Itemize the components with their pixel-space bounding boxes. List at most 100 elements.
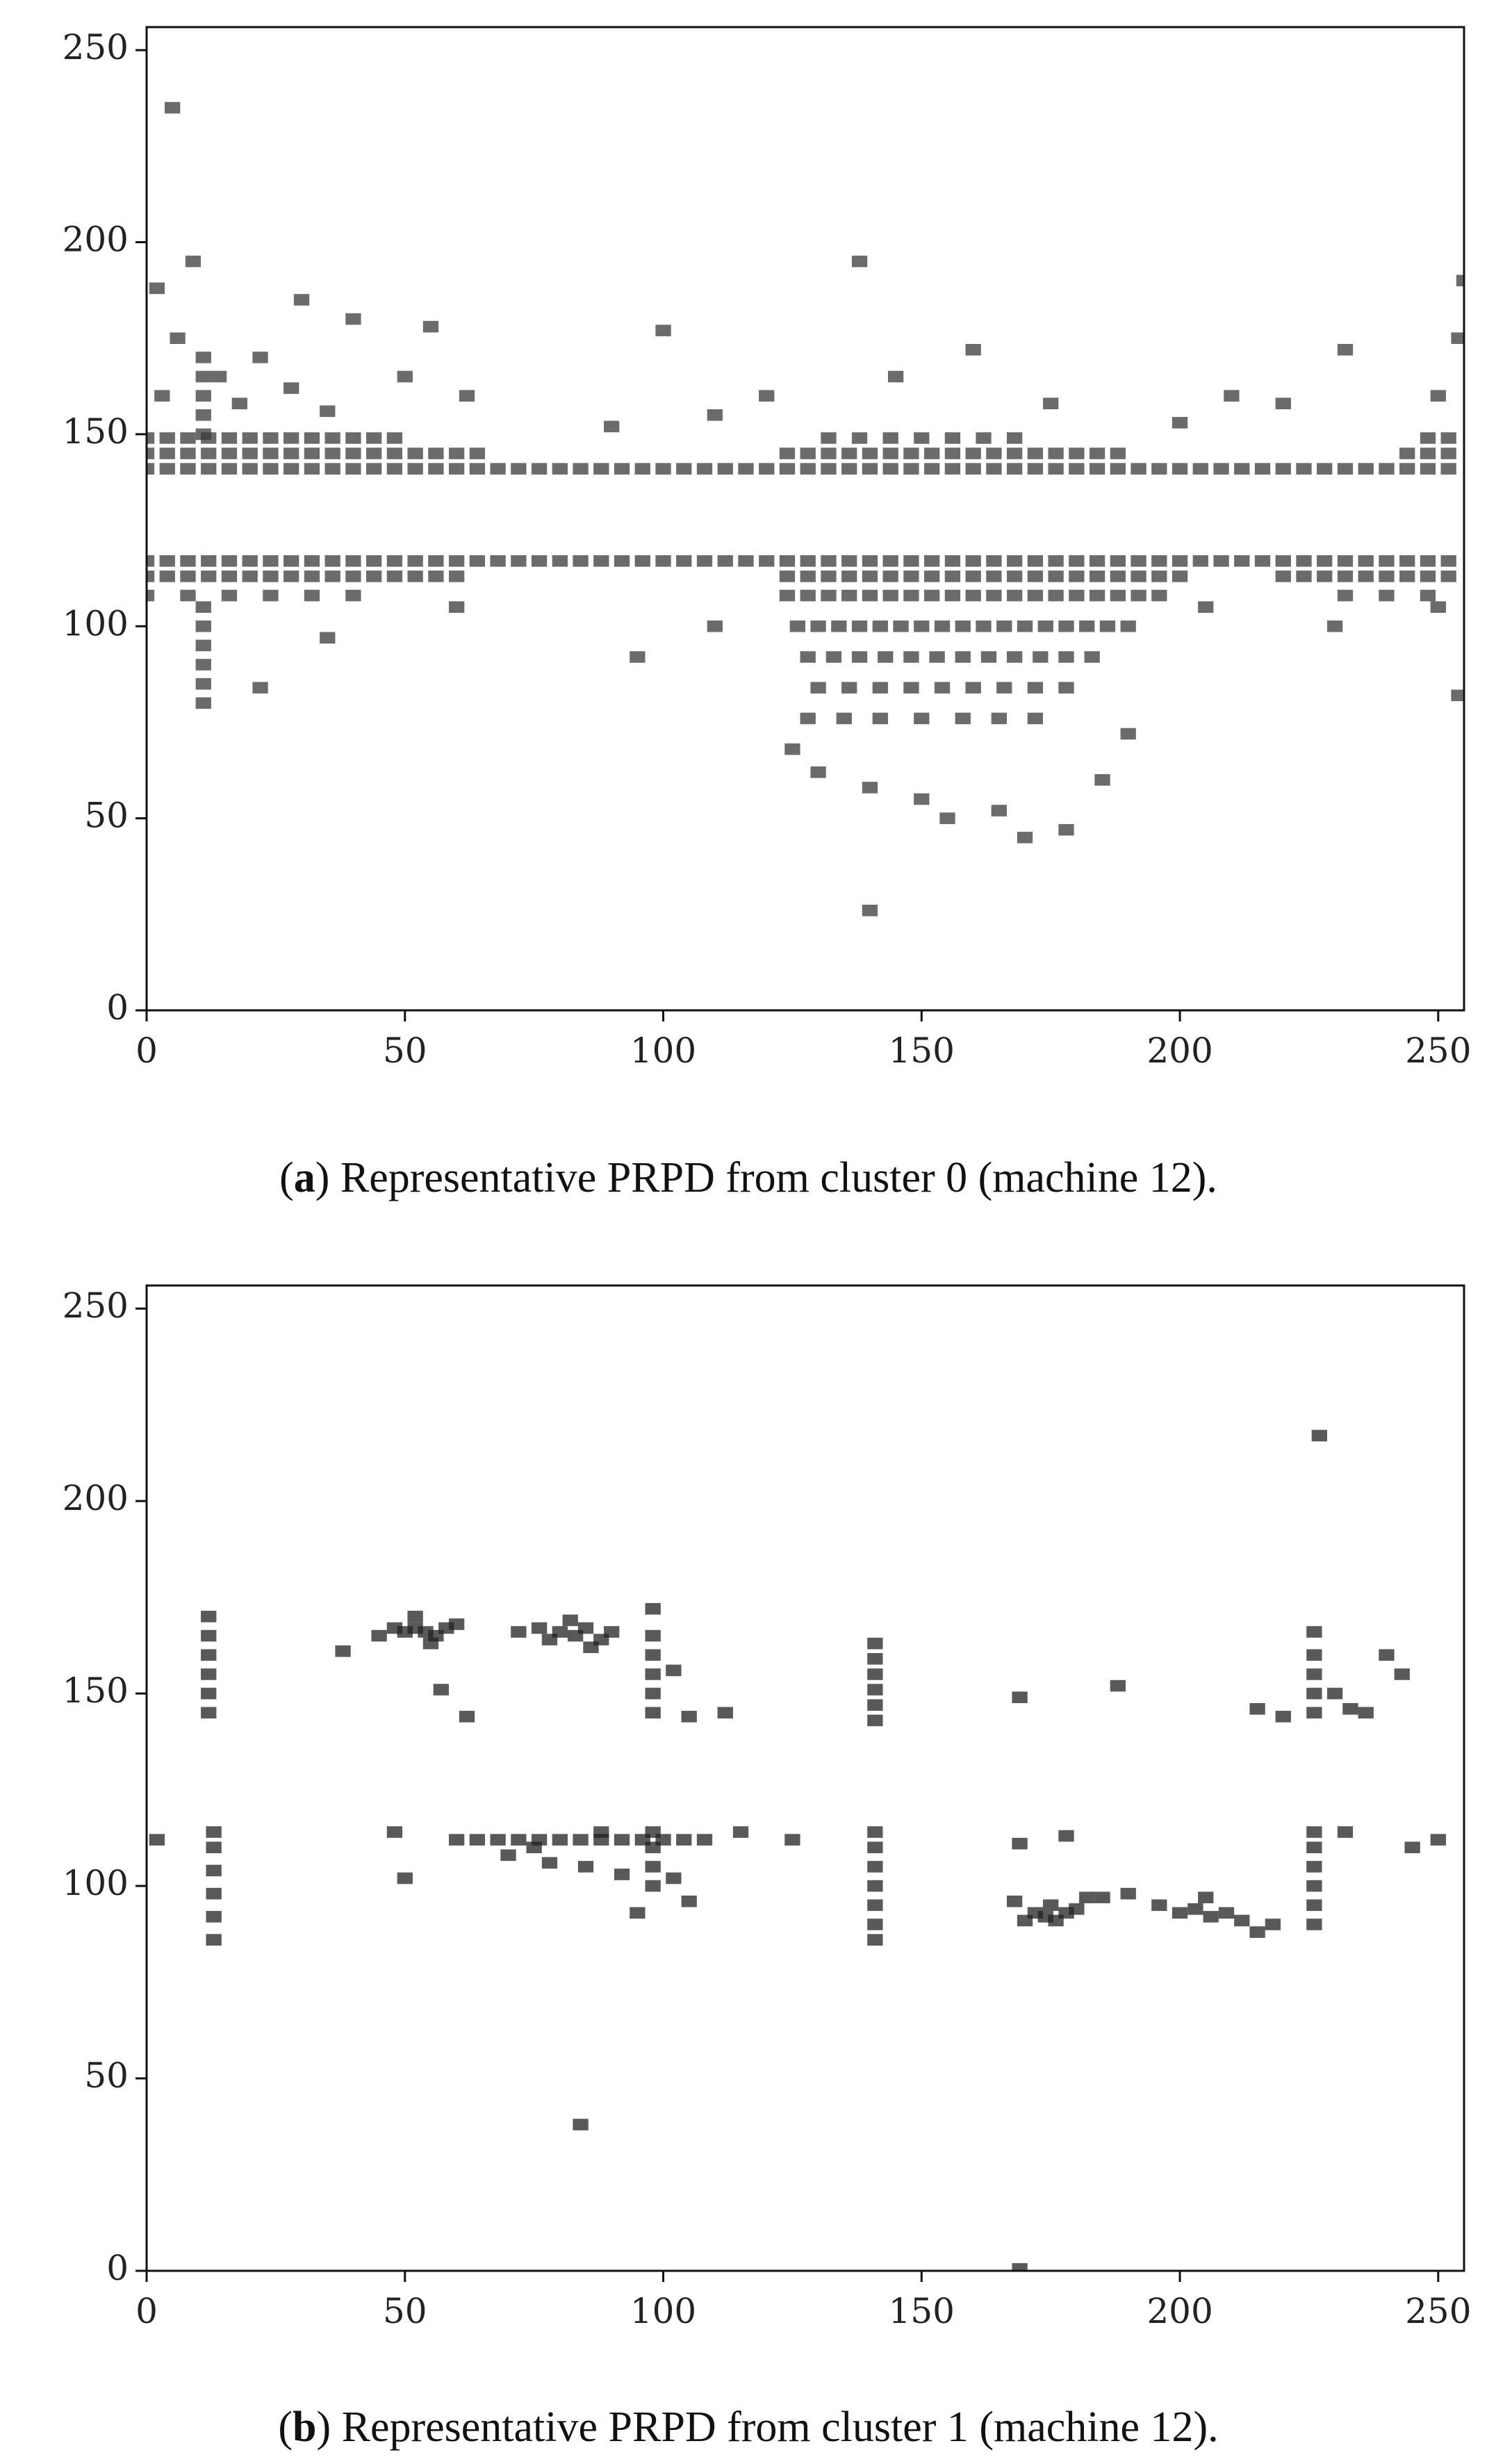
- point: [180, 447, 196, 459]
- point: [283, 382, 299, 394]
- point: [924, 463, 940, 475]
- point: [577, 1622, 594, 1634]
- point: [201, 555, 217, 567]
- point: [841, 463, 857, 475]
- point: [955, 651, 971, 663]
- point: [304, 555, 320, 567]
- point: [1456, 274, 1464, 287]
- point: [541, 1634, 558, 1645]
- caption-part: a: [294, 1154, 315, 1201]
- point: [577, 1861, 594, 1873]
- point: [924, 589, 940, 602]
- point: [593, 555, 609, 567]
- point: [469, 447, 486, 459]
- point: [531, 555, 548, 567]
- point: [304, 463, 320, 475]
- point: [1079, 620, 1095, 632]
- point: [821, 555, 837, 567]
- point: [195, 370, 211, 383]
- point: [779, 570, 796, 582]
- caption: (b) Representative PRPD from cluster 1 (…: [278, 2404, 1218, 2451]
- point: [386, 555, 403, 567]
- point: [573, 555, 589, 567]
- point: [1151, 589, 1167, 602]
- point: [366, 555, 382, 567]
- point: [283, 463, 299, 475]
- point: [500, 1849, 516, 1862]
- point: [893, 620, 909, 632]
- point: [914, 620, 930, 632]
- point: [1337, 1826, 1354, 1838]
- point: [821, 432, 837, 444]
- point: [831, 620, 847, 632]
- point: [1342, 1702, 1358, 1715]
- point: [242, 570, 258, 582]
- point: [552, 463, 568, 475]
- point: [1079, 1891, 1095, 1904]
- point: [386, 463, 403, 475]
- x-tick-label: 100: [630, 1030, 696, 1071]
- point: [1296, 555, 1312, 567]
- point: [1379, 1649, 1395, 1661]
- point: [1006, 1895, 1023, 1907]
- point: [1172, 1907, 1188, 1919]
- point: [1275, 570, 1291, 582]
- point: [1440, 463, 1456, 475]
- point: [1110, 555, 1126, 567]
- point: [965, 570, 981, 582]
- point: [1440, 555, 1456, 567]
- point: [206, 1934, 222, 1946]
- point: [201, 1668, 217, 1680]
- point: [986, 589, 1002, 602]
- point: [965, 555, 981, 567]
- point: [1430, 1834, 1446, 1846]
- point: [1254, 463, 1271, 475]
- point: [1379, 463, 1395, 475]
- point: [634, 1834, 650, 1846]
- point: [882, 570, 898, 582]
- point: [371, 1629, 387, 1642]
- point: [1151, 463, 1167, 475]
- point: [1006, 570, 1023, 582]
- point: [991, 805, 1007, 816]
- point: [1058, 620, 1074, 632]
- point: [1358, 555, 1374, 567]
- point: [903, 570, 919, 582]
- point: [696, 463, 713, 475]
- point: [263, 463, 279, 475]
- point: [201, 1629, 217, 1642]
- point: [867, 1652, 883, 1665]
- point: [206, 1887, 222, 1900]
- point: [810, 766, 826, 778]
- point: [1306, 1707, 1322, 1719]
- point: [320, 632, 336, 644]
- point: [1027, 682, 1044, 693]
- point: [1337, 463, 1354, 475]
- point: [147, 447, 155, 459]
- point: [944, 555, 961, 567]
- point: [955, 620, 971, 632]
- x-tick-label: 50: [383, 2291, 427, 2331]
- y-tick-label: 200: [63, 220, 129, 260]
- point: [1420, 570, 1436, 582]
- point: [1027, 589, 1044, 602]
- point: [1131, 589, 1146, 602]
- point: [1399, 570, 1415, 582]
- point: [717, 463, 733, 475]
- point: [263, 589, 279, 602]
- point: [1317, 555, 1333, 567]
- point: [573, 463, 589, 475]
- point: [810, 682, 826, 693]
- point: [1172, 555, 1188, 567]
- point: [583, 1641, 599, 1653]
- point: [841, 447, 857, 459]
- point: [221, 589, 238, 602]
- point: [147, 555, 155, 567]
- point: [1012, 2262, 1028, 2271]
- point: [1275, 463, 1291, 475]
- point: [242, 555, 258, 567]
- point: [1399, 463, 1415, 475]
- point: [147, 463, 155, 475]
- point: [903, 651, 919, 663]
- plot-marks: [149, 1429, 1446, 2271]
